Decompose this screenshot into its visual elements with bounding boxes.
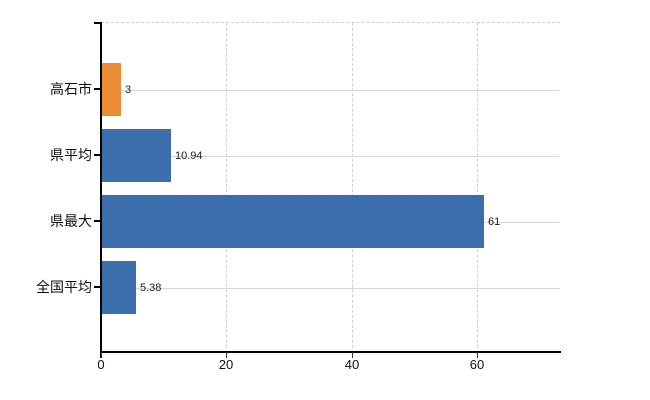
v-gridline [352,23,353,353]
x-tick-label: 20 [218,357,234,372]
x-tick-label: 40 [344,357,360,372]
plot-area: 3 10.94 61 5.38 [101,22,560,353]
y-tick [94,220,101,222]
bar-value-label: 3 [125,84,132,96]
category-label-3: 県最大 [50,213,92,229]
h-gridline [102,90,559,91]
x-tick [101,352,102,358]
bar-value-label: 10.94 [175,150,203,162]
bar-value-label: 5.38 [140,282,162,294]
h-gridline [102,156,559,157]
y-axis-line [100,22,102,358]
x-tick-label: 0 [97,357,105,372]
y-tick [94,286,101,288]
bar-value-label: 61 [488,216,501,228]
x-tick [226,352,227,358]
x-tick-label: 60 [469,357,485,372]
v-gridline [226,23,227,353]
y-tick [94,154,101,156]
bar-1 [102,63,121,116]
category-label-1: 高石市 [50,81,92,97]
y-tick-top [94,22,101,24]
v-gridline [477,23,478,353]
bar-4 [102,261,136,314]
x-tick [477,352,478,358]
category-label-2: 県平均 [50,147,92,163]
x-axis-line [100,351,561,353]
y-tick [94,88,101,90]
bar-2 [102,129,171,182]
bar-3 [102,195,484,248]
h-gridline [102,288,559,289]
x-tick [352,352,353,358]
category-label-4: 全国平均 [36,279,92,295]
